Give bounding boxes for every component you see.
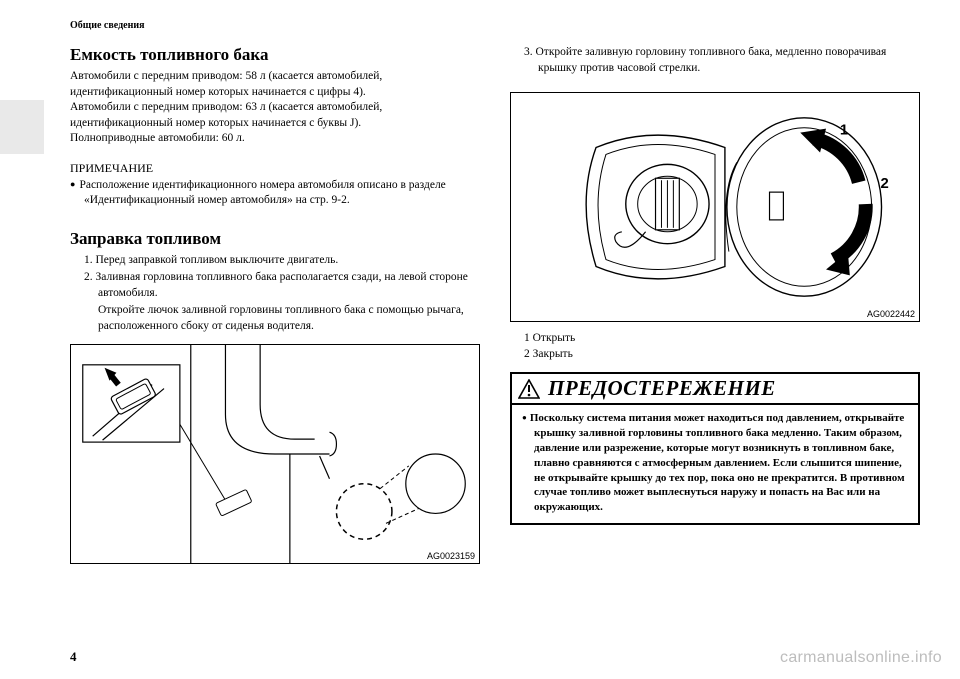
legend-close: 2 Закрыть bbox=[524, 346, 920, 362]
figure-cap-label: AG0022442 bbox=[867, 309, 915, 319]
heading-tank-capacity: Емкость топливного бака bbox=[70, 45, 480, 65]
cap-mark-1: 1 bbox=[840, 123, 848, 139]
tank-para-1: Автомобили с передним приводом: 58 л (ка… bbox=[70, 69, 480, 100]
tank-para-3: Полноприводные автомобили: 60 л. bbox=[70, 131, 480, 147]
note-list: Расположение идентификационного номера а… bbox=[70, 178, 480, 209]
step-3-wrap: 3. Откройте заливную горловину топливног… bbox=[510, 45, 920, 78]
figure-lever-label: AG0023159 bbox=[427, 551, 475, 561]
caution-box: ПРЕДОСТЕРЕЖЕНИЕ Поскольку система питани… bbox=[510, 372, 920, 525]
caution-text: Поскольку система питания может находить… bbox=[534, 411, 908, 515]
cap-mark-2: 2 bbox=[881, 176, 889, 192]
caution-body: Поскольку система питания может находить… bbox=[512, 405, 918, 523]
warning-icon bbox=[518, 379, 540, 399]
step-2a: 2. Заливная горловина топливного бака ра… bbox=[98, 270, 480, 301]
figure-lever-svg bbox=[71, 345, 479, 563]
note-title: ПРИМЕЧАНИЕ bbox=[70, 161, 480, 176]
step-2b: Откройте лючок заливной горловины топлив… bbox=[98, 303, 480, 334]
side-tab bbox=[0, 100, 44, 154]
page: Общие сведения Емкость топливного бака А… bbox=[0, 0, 960, 679]
figure-cap: 1 2 AG0022442 bbox=[510, 92, 920, 322]
columns: Емкость топливного бака Автомобили с пер… bbox=[70, 45, 920, 643]
cap-legend: 1 Открыть 2 Закрыть bbox=[510, 330, 920, 362]
refuel-steps: 1. Перед заправкой топливом выключите дв… bbox=[70, 253, 480, 337]
step-3: 3. Откройте заливную горловину топливног… bbox=[538, 45, 920, 76]
left-column: Емкость топливного бака Автомобили с пер… bbox=[70, 45, 480, 643]
heading-refuel: Заправка топливом bbox=[70, 229, 480, 249]
section-header: Общие сведения bbox=[70, 20, 920, 31]
note-item: Расположение идентификационного номера а… bbox=[84, 178, 480, 209]
caution-title: ПРЕДОСТЕРЕЖЕНИЕ bbox=[548, 376, 776, 401]
step-1: 1. Перед заправкой топливом выключите дв… bbox=[98, 253, 480, 269]
tank-para-2: Автомобили с передним приводом: 63 л (ка… bbox=[70, 100, 480, 131]
figure-cap-svg: 1 2 bbox=[511, 93, 919, 321]
watermark: carmanualsonline.info bbox=[780, 649, 942, 667]
caution-head: ПРЕДОСТЕРЕЖЕНИЕ bbox=[512, 374, 918, 405]
figure-lever: AG0023159 bbox=[70, 344, 480, 564]
legend-open: 1 Открыть bbox=[524, 330, 920, 346]
right-column: 3. Откройте заливную горловину топливног… bbox=[510, 45, 920, 643]
